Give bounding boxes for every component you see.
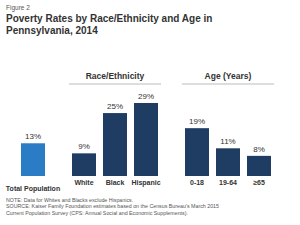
category-label: Hispanic	[131, 179, 160, 187]
bar	[247, 156, 271, 176]
group-rule	[69, 84, 161, 85]
category-label: 19-64	[219, 179, 237, 186]
bar	[21, 143, 45, 176]
figure-label: Figure 2	[6, 4, 30, 11]
group-label: Race/Ethnicity	[86, 71, 145, 81]
category-label: Total Population	[6, 185, 60, 193]
chart: 13% 9% 25% 29% 19% 11% 8% Total Population White…	[0, 0, 300, 225]
group-label: Age (Years)	[205, 71, 252, 81]
category-label: Black	[106, 179, 125, 186]
data-label: 29%	[138, 92, 154, 101]
category-label: White	[74, 179, 93, 186]
data-label: 13%	[25, 132, 41, 141]
category-label: 0-18	[190, 179, 204, 186]
bar	[216, 148, 240, 176]
data-label: 11%	[220, 137, 235, 146]
bar	[72, 153, 96, 176]
data-label: 8%	[253, 145, 265, 154]
note-line: SOURCE: Kaiser Family Foundation estimat…	[6, 203, 238, 216]
chart-title: Poverty Rates by Race/Ethnicity and Age …	[6, 13, 256, 37]
category-label: ≥65	[253, 179, 265, 186]
bar	[185, 128, 209, 176]
data-label: 9%	[78, 142, 90, 151]
note-line: NOTE: Data for Whites and Blacks exclude…	[6, 197, 238, 203]
bar	[103, 113, 127, 176]
data-label: 25%	[107, 102, 123, 111]
bars	[21, 103, 271, 176]
data-label: 19%	[189, 117, 205, 126]
notes: NOTE: Data for Whites and Blacks exclude…	[6, 197, 238, 216]
group-rule	[182, 84, 274, 85]
bar	[134, 103, 158, 176]
labels: 13% 9% 25% 29% 19% 11% 8% Total Population White…	[6, 71, 265, 193]
